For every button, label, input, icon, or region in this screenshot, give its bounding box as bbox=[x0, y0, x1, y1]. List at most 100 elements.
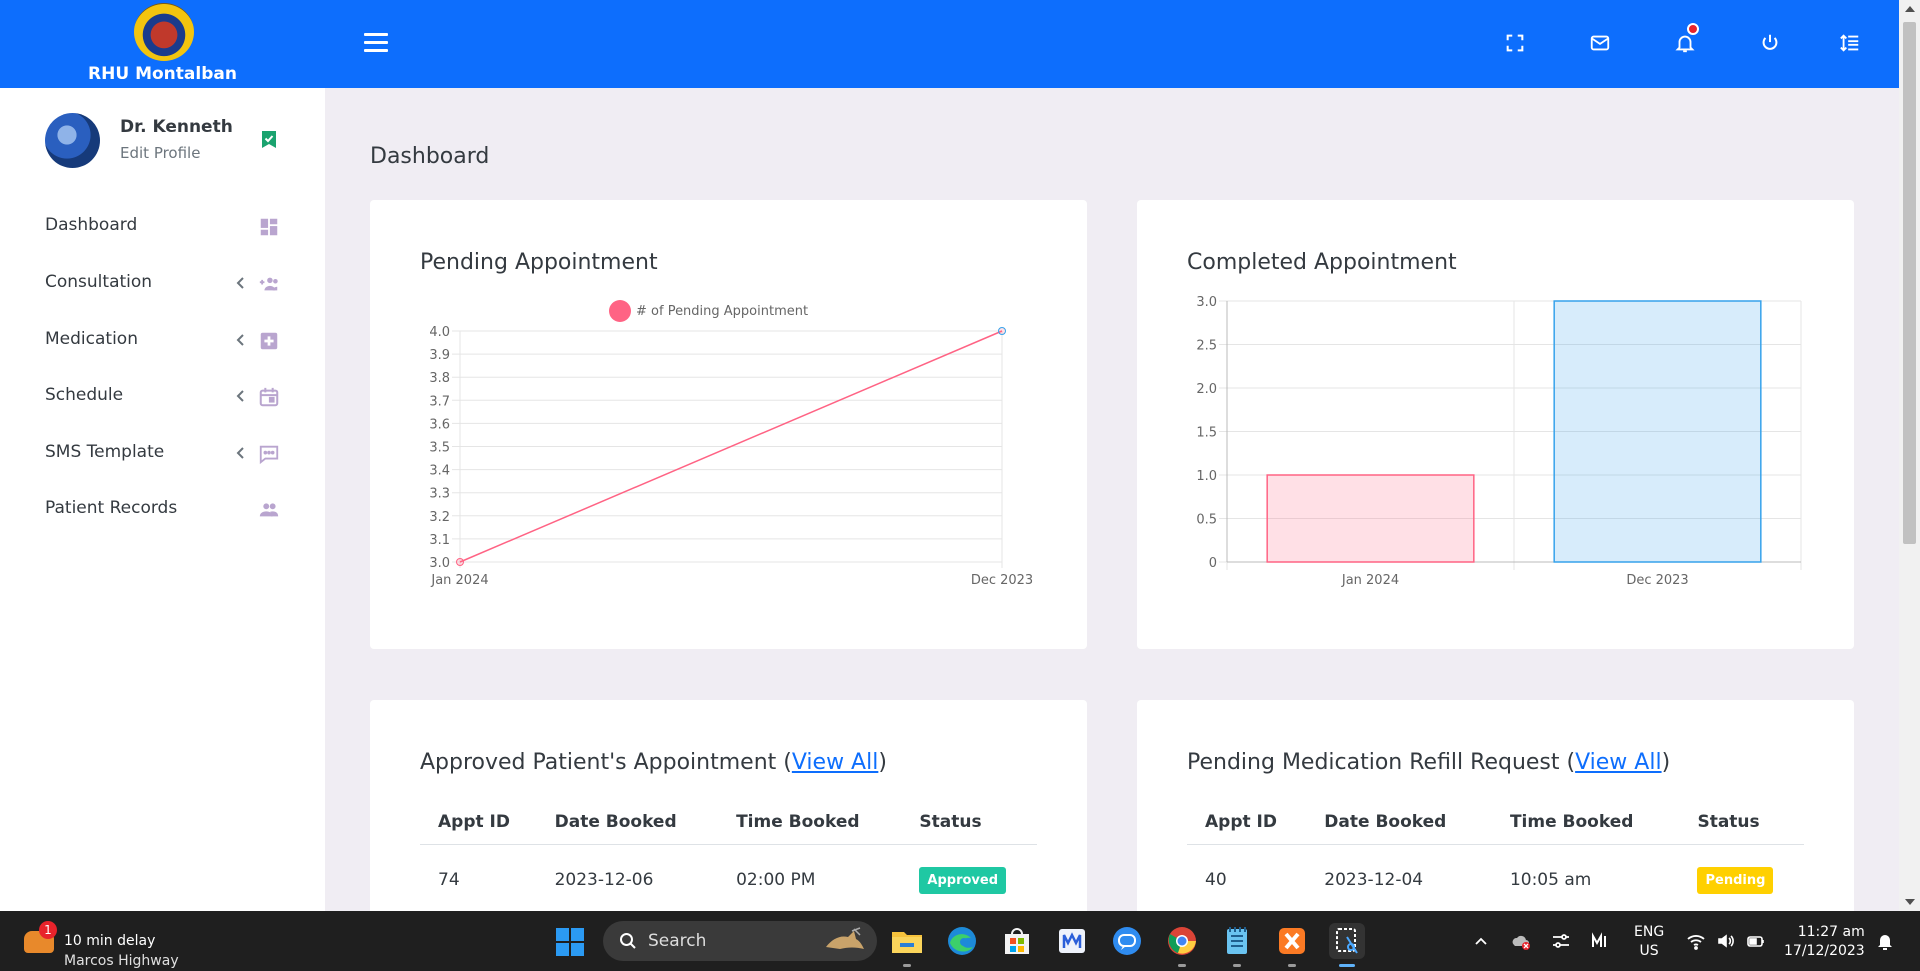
dashboard-icon bbox=[258, 216, 280, 238]
traffic-status: 10 min delay bbox=[64, 933, 156, 949]
taskbar-search[interactable]: Search bbox=[603, 921, 877, 961]
chevron-left-icon bbox=[234, 445, 248, 459]
onedrive-error-icon[interactable] bbox=[1511, 931, 1531, 951]
y-tick-label: 3.4 bbox=[429, 464, 450, 479]
rhu-seal-logo bbox=[134, 3, 194, 61]
y-tick-label: 3.1 bbox=[429, 533, 450, 548]
search-highlight-bird-icon bbox=[826, 927, 864, 949]
show-hidden-icons-chevron-icon[interactable] bbox=[1474, 934, 1488, 948]
sidebar-item-sms-template[interactable]: SMS Template bbox=[0, 426, 325, 482]
column-header: Status bbox=[1679, 800, 1804, 845]
page-scrollbar[interactable] bbox=[1899, 0, 1920, 911]
microsoft-store-icon[interactable] bbox=[999, 923, 1035, 959]
column-header: Time Booked bbox=[1491, 800, 1680, 845]
traffic-location: Marcos Highway bbox=[64, 953, 179, 969]
scroll-up-arrow[interactable] bbox=[1905, 6, 1915, 12]
completed-appointment-chart: 3.0 2.5 2.0 1.5 1.0 0.5 0 Jan 2024 Dec 2023 bbox=[1196, 295, 1802, 588]
pending-appointment-card: Pending Appointment # of Pending Appoint… bbox=[370, 200, 1087, 649]
column-header: Date Booked bbox=[536, 800, 719, 845]
sidebar-item-schedule[interactable]: Schedule bbox=[0, 369, 325, 425]
approved-appointments-table: Appt ID Date Booked Time Booked Status 7… bbox=[420, 800, 1037, 916]
column-header: Date Booked bbox=[1306, 800, 1492, 845]
y-tick-label: 3.8 bbox=[429, 371, 450, 386]
volume-icon[interactable] bbox=[1716, 931, 1736, 951]
menu-toggle-icon[interactable] bbox=[364, 33, 388, 52]
approved-appointments-card: Approved Patient's Appointment (View All… bbox=[370, 700, 1087, 940]
fullscreen-icon[interactable] bbox=[1502, 30, 1528, 56]
y-tick-label: 2.5 bbox=[1196, 339, 1217, 354]
sidebar-item-label: Consultation bbox=[45, 272, 153, 292]
y-tick-label: 1.5 bbox=[1196, 426, 1217, 441]
appt-id-cell: 74 bbox=[438, 870, 460, 891]
settings-sliders-icon[interactable] bbox=[1551, 931, 1571, 951]
data-point bbox=[998, 327, 1006, 335]
chat-app-icon[interactable] bbox=[1109, 923, 1145, 959]
power-icon[interactable] bbox=[1757, 30, 1783, 56]
avatar[interactable] bbox=[45, 113, 100, 168]
pending-refill-card: Pending Medication Refill Request (View … bbox=[1137, 700, 1854, 940]
chrome-browser-icon[interactable] bbox=[1164, 923, 1200, 967]
column-header: Appt ID bbox=[420, 800, 537, 845]
pending-appointment-chart: # of Pending Appointment 4.0 3.9 3.8 3.7 3.6 3… bbox=[429, 300, 1033, 588]
sidebar-item-consultation[interactable]: Consultation bbox=[0, 256, 325, 312]
table-row[interactable]: 74 2023-12-06 02:00 PM Approved bbox=[420, 844, 1037, 916]
mail-app-icon[interactable] bbox=[1054, 923, 1090, 959]
scrollbar-thumb[interactable] bbox=[1903, 22, 1916, 544]
line-spacing-icon[interactable] bbox=[1837, 30, 1863, 56]
notification-bell-icon[interactable] bbox=[1672, 23, 1699, 56]
system-clock[interactable]: 11:27 am 17/12/2023 bbox=[1784, 924, 1865, 959]
notification-center-bell-icon[interactable] bbox=[1876, 931, 1894, 951]
sidebar-item-medication[interactable]: Medication bbox=[0, 313, 325, 369]
brand-logo[interactable]: RHU Montalban bbox=[0, 0, 325, 88]
table-header-row: Appt ID Date Booked Time Booked Status bbox=[1187, 800, 1804, 845]
edit-profile-link[interactable]: Edit Profile bbox=[120, 144, 201, 162]
pending-refill-table: Appt ID Date Booked Time Booked Status 4… bbox=[1187, 800, 1804, 916]
chevron-left-icon bbox=[234, 332, 248, 346]
y-tick-label: 3.9 bbox=[429, 348, 450, 363]
scroll-down-arrow[interactable] bbox=[1905, 899, 1915, 905]
column-header: Time Booked bbox=[718, 800, 902, 845]
mail-icon[interactable] bbox=[1587, 30, 1613, 56]
add-group-icon bbox=[258, 273, 280, 295]
date-booked-cell: 2023-12-06 bbox=[554, 870, 654, 891]
table-row[interactable]: 40 2023-12-04 10:05 am Pending bbox=[1187, 844, 1804, 916]
y-tick-label: 3.2 bbox=[429, 510, 450, 525]
date-booked-cell: 2023-12-04 bbox=[1324, 870, 1424, 891]
app-tray-m-icon[interactable] bbox=[1590, 931, 1610, 951]
people-icon bbox=[258, 499, 280, 521]
calendar-icon bbox=[258, 386, 280, 408]
y-tick-label: 3.0 bbox=[1196, 295, 1217, 310]
edge-browser-icon[interactable] bbox=[944, 923, 980, 959]
search-icon bbox=[620, 933, 636, 949]
x-tick-label: Jan 2024 bbox=[1341, 573, 1399, 588]
verified-bookmark-icon bbox=[262, 131, 276, 148]
card-title: Completed Appointment bbox=[1187, 250, 1457, 275]
view-all-link[interactable]: View All bbox=[791, 750, 879, 775]
card-title: Approved Patient's Appointment (View All… bbox=[420, 750, 887, 775]
wifi-icon[interactable] bbox=[1686, 931, 1706, 951]
snipping-tool-icon[interactable] bbox=[1329, 923, 1365, 967]
message-icon bbox=[258, 443, 280, 465]
file-explorer-icon[interactable] bbox=[889, 923, 925, 967]
view-all-link[interactable]: View All bbox=[1575, 750, 1662, 775]
y-tick-label: 0 bbox=[1209, 556, 1217, 571]
sidebar-item-dashboard[interactable]: Dashboard bbox=[0, 199, 325, 255]
y-tick-label: 3.0 bbox=[429, 556, 450, 571]
y-tick-label: 3.6 bbox=[429, 417, 450, 432]
chevron-left-icon bbox=[234, 275, 248, 289]
notification-dot bbox=[1687, 23, 1699, 35]
medical-plus-icon bbox=[258, 330, 280, 352]
notepad-icon[interactable] bbox=[1219, 923, 1255, 967]
battery-icon[interactable] bbox=[1746, 931, 1766, 951]
time-booked-cell: 02:00 PM bbox=[736, 870, 816, 891]
column-header: Status bbox=[901, 800, 1037, 845]
sidebar-item-label: Patient Records bbox=[45, 498, 178, 518]
input-language-indicator[interactable]: ENG US bbox=[1634, 924, 1665, 959]
status-badge: Approved bbox=[919, 866, 1007, 894]
appt-id-cell: 40 bbox=[1205, 870, 1227, 891]
sidebar-item-patient-records[interactable]: Patient Records bbox=[0, 482, 325, 538]
table-header-row: Appt ID Date Booked Time Booked Status bbox=[420, 800, 1037, 845]
windows-start-icon[interactable] bbox=[556, 928, 584, 956]
xampp-icon[interactable] bbox=[1274, 923, 1310, 967]
sidebar-item-label: Dashboard bbox=[45, 215, 138, 235]
